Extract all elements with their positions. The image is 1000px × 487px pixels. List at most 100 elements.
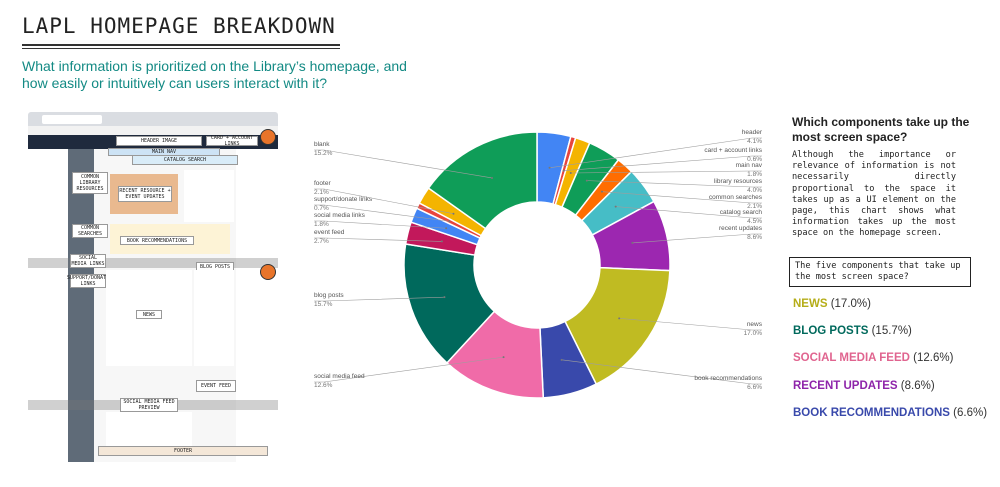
homepage-screenshot: HEADER IMAGE CARD + ACCOUNT LINKS MAIN N…	[28, 112, 278, 462]
leader-line	[619, 318, 762, 331]
browser-toolbar	[28, 112, 278, 126]
leader-line	[563, 155, 762, 172]
leader-dot	[448, 220, 451, 223]
slice-percent: 4.5%	[747, 218, 762, 225]
slice-label: footer	[314, 180, 331, 187]
chart-question: Which components take up the most screen…	[792, 115, 970, 144]
label-common-searches: COMMON SEARCHES	[72, 224, 108, 238]
top5-item-name: NEWS	[793, 298, 828, 310]
leader-dot	[560, 358, 563, 361]
leader-dot	[614, 205, 617, 208]
slice-label: blank	[314, 141, 330, 148]
leader-dot	[445, 227, 448, 230]
leader-line	[561, 359, 762, 385]
leader-line	[601, 191, 762, 204]
slice-label: library resources	[714, 178, 763, 185]
slice-percent: 1.8%	[747, 171, 762, 178]
slice-percent: 2.1%	[747, 203, 762, 210]
leader-line	[314, 296, 445, 302]
top5-item: SOCIAL MEDIA FEED (12.6%)	[793, 352, 953, 364]
slice-label: book recommendations	[694, 375, 762, 382]
browser-tab	[42, 115, 102, 124]
top5-item-percent: (8.6%)	[897, 380, 935, 392]
slice-blank	[427, 131, 538, 230]
library-logo-icon	[260, 129, 276, 145]
label-catalog-search: CATALOG SEARCH	[132, 155, 238, 165]
slice-percent: 1.8%	[314, 221, 329, 228]
slice-percent: 12.6%	[314, 382, 333, 389]
leader-dot	[443, 296, 446, 299]
label-common-library-resources: COMMON LIBRARY RESOURCES	[72, 172, 108, 194]
label-news: NEWS	[136, 310, 162, 319]
leader-line	[314, 149, 493, 179]
top5-item-name: BLOG POSTS	[793, 325, 869, 337]
slice-label: social media links	[314, 212, 366, 219]
slice-percent: 0.7%	[314, 205, 329, 212]
social-feed-panel	[106, 412, 192, 446]
slice-percent: 8.6%	[747, 234, 762, 241]
slice-percent: 17.0%	[744, 330, 763, 337]
leader-dot	[491, 176, 494, 179]
top5-heading: The five components that take up the mos…	[789, 257, 971, 287]
leader-line	[615, 206, 762, 219]
leader-line	[632, 233, 762, 244]
slice-label: news	[747, 321, 763, 328]
chart-description: Although the importance or relevance of …	[792, 150, 956, 239]
recent-updates-list	[184, 170, 234, 222]
title-rule	[22, 44, 340, 46]
top5-item-percent: (6.6%)	[949, 407, 988, 419]
label-book-recommendations: BOOK RECOMMENDATIONS	[120, 236, 194, 245]
leader-dot	[502, 356, 505, 359]
browser-url-bar	[28, 126, 278, 135]
leader-line	[314, 220, 447, 229]
label-footer: FOOTER	[98, 446, 268, 456]
label-social-media-links: SOCIAL MEDIA LINKS	[70, 254, 106, 268]
leader-dot	[585, 179, 588, 182]
leader-dot	[562, 169, 565, 172]
label-social-media-feed-preview: SOCIAL MEDIA FEED PREVIEW	[120, 398, 178, 412]
top5-item-name: SOCIAL MEDIA FEED	[793, 352, 910, 364]
slice-percent: 0.6%	[747, 156, 762, 163]
label-support-donate: SUPPORT/DONATE LINKS	[66, 274, 110, 288]
page-sidebar	[68, 149, 94, 462]
label-event-feed: EVENT FEED	[196, 380, 236, 392]
slice-label: support/donate links	[314, 196, 373, 203]
leader-dot	[548, 166, 551, 169]
slice-label: catalog search	[720, 209, 763, 216]
leader-line	[314, 204, 450, 222]
slice-label: blog posts	[314, 292, 344, 299]
slice-label: main nav	[736, 162, 763, 169]
slice-label: common searches	[709, 194, 763, 201]
top5-item-percent: (15.7%)	[868, 325, 912, 337]
slice-percent: 4.1%	[747, 138, 762, 145]
label-recent-resources: RECENT RESOURCE + EVENT UPDATES	[118, 186, 172, 202]
slice-percent: 15.2%	[314, 150, 333, 157]
leader-dot	[452, 212, 455, 215]
slice-label: card + account links	[704, 147, 762, 154]
slice-label: social media feed	[314, 373, 365, 380]
slice-percent: 2.7%	[314, 238, 329, 245]
leader-line	[314, 237, 442, 242]
slice-label: event feed	[314, 229, 345, 236]
slice-percent: 2.1%	[314, 189, 329, 196]
library-logo-icon	[260, 264, 276, 280]
top5-item-name: RECENT UPDATES	[793, 380, 898, 392]
leader-dot	[569, 171, 572, 174]
blog-posts-panel	[194, 270, 234, 366]
leader-dot	[600, 190, 603, 193]
label-card-account: CARD + ACCOUNT LINKS	[206, 135, 258, 147]
leader-dot	[618, 317, 621, 320]
slice-label: header	[742, 129, 763, 136]
top5-item: NEWS (17.0%)	[793, 298, 871, 310]
slice-percent: 4.0%	[747, 187, 762, 194]
label-header-image: HEADER IMAGE	[116, 136, 202, 146]
leader-dot	[440, 240, 443, 243]
leader-line	[314, 356, 504, 383]
leader-line	[549, 137, 762, 169]
leader-dot	[631, 241, 634, 244]
slice-percent: 6.6%	[747, 384, 762, 391]
page-title: LAPL HOMEPAGE BREAKDOWN	[22, 14, 336, 38]
top5-item-name: BOOK RECOMMENDATIONS	[793, 407, 950, 419]
section-divider-band	[28, 258, 278, 268]
